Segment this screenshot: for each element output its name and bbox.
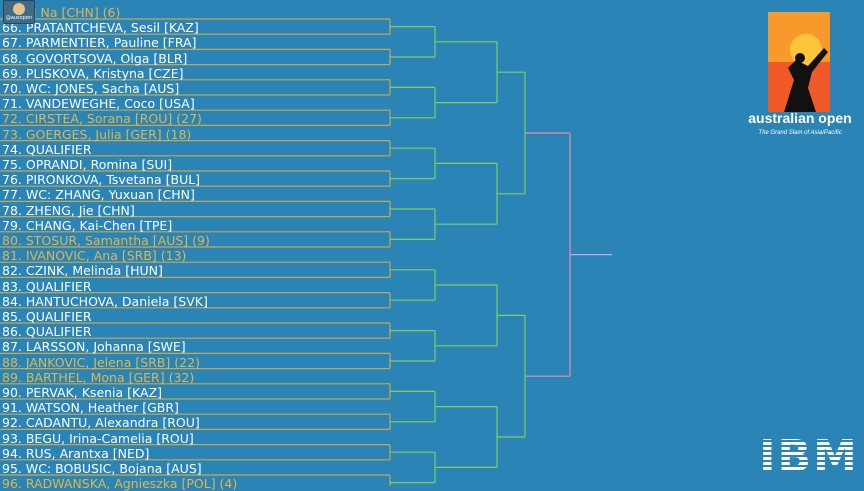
draw-entry: 69. PLISKOVA, Kristyna [CZE] [2,65,184,81]
draw-entry: 68. GOVORTSOVA, Olga [BLR] [2,50,188,66]
avatar-label: @ausopen [5,15,33,21]
draw-entry: 84. HANTUCHOVA, Daniela [SVK] [2,293,208,309]
ibm-logo: IBM [756,432,862,482]
draw-entry: 86. QUALIFIER [2,324,92,340]
draw-entry: 82. CZINK, Melinda [HUN] [2,263,163,279]
draw-entry: 73. GOERGES, Julia [GER] (18) [2,126,192,142]
draw-entry: 87. LARSSON, Johanna [SWE] [2,339,186,355]
draw-entry: 92. CADANTU, Alexandra [ROU] [2,415,200,431]
draw-entry: 75. OPRANDI, Romina [SUI] [2,157,173,172]
draw-entry: 80. STOSUR, Samantha [AUS] (9) [2,233,210,248]
draw-entry: 77. WC: ZHANG, Yuxuan [CHN] [2,187,195,203]
logo-text: australian open [748,110,852,126]
draw-entry: 66. PRATANTCHEVA, Sesil [KAZ] [2,20,199,36]
logo-tagline: The Grand Slam of Asia/Pacific [758,130,842,136]
draw-entry: 93. BEGU, Irina-Camelia [ROU] [2,430,194,446]
avatar[interactable]: @ausopen [3,0,35,24]
draw-entry: 71. VANDEWEGHE, Coco [USA] [2,96,195,112]
draw-entry: 83. QUALIFIER [2,278,92,294]
draw-entry: 74. QUALIFIER [2,141,92,157]
draw-entry: 67. PARMENTIER, Pauline [FRA] [2,35,197,51]
draw-entry: 88. JANKOVIC, Jelena [SRB] (22) [2,354,200,370]
draw-entry: 89. BARTHEL, Mona [GER] (32) [2,369,195,385]
draw-entry: 81. IVANOVIC, Ana [SRB] (13) [2,248,187,264]
avatar-face-icon [13,3,25,15]
draw-entry: 85. QUALIFIER [2,309,92,324]
draw-entry: 95. WC: BOBUSIC, Bojana [AUS] [2,461,202,476]
draw-entry: 90. PERVAK, Ksenia [KAZ] [2,385,163,400]
draw-entry: 96. RADWANSKA, Agnieszka [POL] (4) [2,476,238,491]
draw-entry: 94. RUS, Arantxa [NED] [2,445,150,461]
draw-entry: 76. PIRONKOVA, Tsvetana [BUL] [2,172,201,188]
draw-entry: 91. WATSON, Heather [GBR] [2,400,179,416]
draw-entry: 79. CHANG, Kai-Chen [TPE] [2,217,173,233]
draw-entry: 70. WC: JONES, Sacha [AUS] [2,81,180,96]
australian-open-logo [768,12,830,112]
draw-entry: 78. ZHENG, Jie [CHN] [2,202,135,218]
draw-entry: 72. CIRSTEA, Sorana [ROU] (27) [2,111,202,127]
